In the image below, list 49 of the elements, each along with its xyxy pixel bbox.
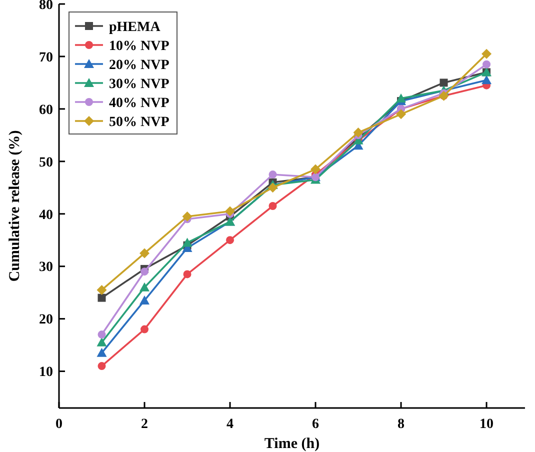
point	[182, 238, 192, 247]
legend-label: pHEMA	[109, 20, 162, 35]
legend-label: 30% NVP	[109, 76, 170, 92]
point	[482, 75, 492, 84]
x-tick-label: 0	[56, 417, 62, 432]
y-tick-label: 50	[39, 155, 53, 170]
x-tick-label: 4	[226, 417, 234, 432]
point	[96, 348, 107, 357]
point	[396, 109, 406, 120]
point	[268, 202, 277, 210]
y-tick-label: 40	[39, 208, 53, 223]
point	[353, 128, 364, 138]
point	[310, 164, 321, 174]
point	[482, 60, 491, 68]
y-tick-label: 60	[39, 102, 53, 118]
point	[96, 284, 107, 295]
point	[98, 330, 106, 339]
point	[482, 48, 492, 59]
point	[140, 248, 150, 258]
x-tick-label: 10	[480, 417, 494, 432]
x-tick-label: 8	[398, 417, 405, 432]
y-axis-title: Cumulative release (%)	[7, 130, 23, 282]
y-tick-label: 80	[39, 0, 53, 13]
point	[226, 236, 234, 244]
point	[396, 93, 406, 102]
y-tick-label: 10	[39, 365, 53, 380]
point	[440, 78, 448, 87]
legend-label: 50% NVP	[109, 114, 170, 130]
point	[98, 362, 106, 370]
legend-label: 10% NVP	[109, 38, 170, 54]
point	[140, 268, 149, 276]
x-tick-label: 6	[312, 417, 320, 432]
point	[140, 325, 149, 334]
point	[98, 294, 106, 302]
point	[225, 206, 236, 216]
point	[96, 337, 107, 346]
point	[183, 270, 192, 278]
point	[140, 295, 150, 304]
point	[268, 182, 278, 193]
point	[140, 282, 150, 292]
x-axis-title: Time (h)	[264, 436, 320, 452]
point	[182, 211, 192, 222]
x-tick-label: 2	[141, 417, 148, 432]
point	[268, 170, 277, 179]
y-tick-label: 20	[39, 312, 53, 328]
legend-label: 40% NVP	[109, 96, 170, 111]
y-tick-label: 70	[39, 50, 53, 66]
legend-label: 20% NVP	[109, 58, 170, 73]
y-tick-label: 30	[39, 260, 53, 276]
